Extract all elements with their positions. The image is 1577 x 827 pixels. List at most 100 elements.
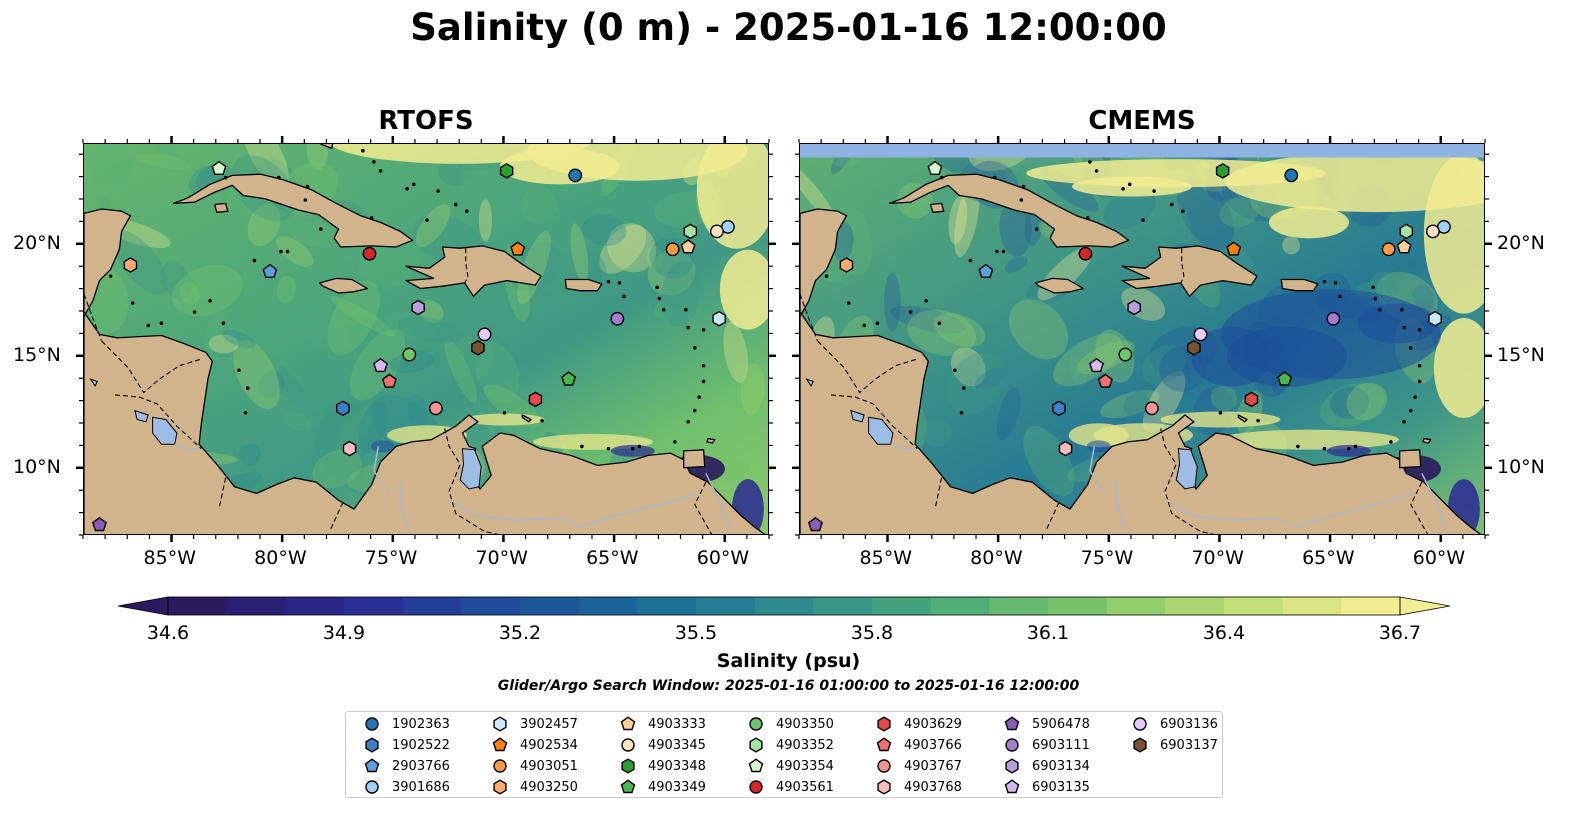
legend-marker-3902457 xyxy=(493,716,507,732)
cmems-nodata-band xyxy=(800,144,1484,158)
colorbar-segment xyxy=(168,597,228,615)
float-marker-5906478 xyxy=(91,516,107,532)
legend-marker-6903135 xyxy=(1004,779,1020,794)
float-marker-4903766 xyxy=(1097,373,1113,388)
legend-item: 6903111 xyxy=(1004,735,1090,755)
legend-item: 6903134 xyxy=(1004,756,1090,776)
legend-label: 1902363 xyxy=(392,716,450,732)
float-marker-1902522 xyxy=(336,400,350,417)
colorbar-tick-label: 35.5 xyxy=(674,622,718,644)
legend-label: 4903767 xyxy=(904,758,962,774)
legend-marker-4903349 xyxy=(620,779,636,794)
float-marker-4903350 xyxy=(402,347,417,362)
legend-label: 4903629 xyxy=(904,716,962,732)
legend-item: 4903348 xyxy=(620,756,706,776)
legend-label: 3902457 xyxy=(520,716,578,732)
legend-label: 6903135 xyxy=(1032,779,1090,795)
legend-marker-4902534 xyxy=(492,737,508,752)
float-marker-5906478 xyxy=(807,516,823,532)
legend-label: 4903051 xyxy=(520,758,578,774)
float-marker-6903137 xyxy=(1187,339,1201,356)
panel-title-cmems: CMEMS xyxy=(1088,106,1196,136)
legend-label: 4903561 xyxy=(776,779,834,795)
legend-marker-4903051 xyxy=(493,759,507,773)
colorbar-tick-label: 36.4 xyxy=(1202,622,1246,644)
float-marker-3902457 xyxy=(1428,310,1442,327)
legend-item: 4903767 xyxy=(876,756,962,776)
legend-label: 4903345 xyxy=(648,737,706,753)
float-marker-6903134 xyxy=(411,299,425,316)
lon-tick-label: 85°W xyxy=(143,547,196,569)
lon-tick-label: 85°W xyxy=(859,547,912,569)
land-masses xyxy=(84,144,766,534)
legend-marker-5906478 xyxy=(1004,716,1020,731)
legend-item: 4903352 xyxy=(748,735,834,755)
legend-item: 4903333 xyxy=(620,714,706,734)
float-marker-4903629 xyxy=(528,391,543,408)
legend-label: 4903333 xyxy=(648,716,706,732)
legend-marker-6903111 xyxy=(1005,738,1019,752)
colorbar-segment xyxy=(344,597,404,615)
legend-marker-3901686 xyxy=(365,780,379,794)
lat-tick-label: 20°N xyxy=(1497,231,1545,254)
colorbar-title: Salinity (psu) xyxy=(716,650,861,672)
float-marker-6903111 xyxy=(1326,311,1341,326)
legend-item: 5906478 xyxy=(1004,714,1090,734)
colorbar-tick-label: 34.6 xyxy=(146,622,190,644)
float-marker-4903345 xyxy=(1425,224,1440,239)
float-marker-6903136 xyxy=(1193,327,1208,342)
float-marker-1902363 xyxy=(1284,168,1299,183)
legend-item: 4902534 xyxy=(492,735,578,755)
float-marker-4903766 xyxy=(381,373,397,388)
float-marker-4903768 xyxy=(342,440,357,457)
legend-label: 2903766 xyxy=(392,758,450,774)
legend-item: 6903137 xyxy=(1132,735,1218,755)
colorbar-segment xyxy=(520,597,580,615)
colorbar-segment xyxy=(696,597,756,615)
colorbar-segment xyxy=(989,597,1049,615)
search-window-subtitle: Glider/Argo Search Window: 2025-01-16 01… xyxy=(497,678,1080,694)
float-marker-4903348 xyxy=(1215,163,1230,179)
legend-item: 4903345 xyxy=(620,735,706,755)
lon-tick-label: 80°W xyxy=(254,547,307,569)
colorbar-segment xyxy=(1165,597,1225,615)
float-marker-4903352 xyxy=(683,223,698,240)
legend-label: 4903350 xyxy=(776,716,834,732)
legend-marker-4903561 xyxy=(749,780,763,794)
colorbar-tick-label: 35.8 xyxy=(850,622,894,644)
legend-marker-4903354 xyxy=(748,758,764,773)
colorbar-tick-label: 34.9 xyxy=(322,622,366,644)
legend-label: 6903111 xyxy=(1032,737,1090,753)
float-marker-2903766 xyxy=(262,263,278,279)
figure-title: Salinity (0 m) - 2025-01-16 12:00:00 xyxy=(410,6,1167,49)
colorbar-segment xyxy=(872,597,932,615)
float-marker-4903354 xyxy=(927,160,943,175)
float-marker-4903352 xyxy=(1399,223,1414,240)
float-marker-4903348 xyxy=(499,163,514,179)
float-marker-4903051 xyxy=(1381,242,1396,257)
colorbar-segment xyxy=(754,597,814,615)
legend-marker-1902522 xyxy=(365,737,379,753)
legend-marker-4903768 xyxy=(877,779,891,795)
legend-label: 4903768 xyxy=(904,779,962,795)
colorbar-tick-label: 36.1 xyxy=(1026,622,1070,644)
legend-marker-4903350 xyxy=(749,717,763,731)
colorbar-segment xyxy=(578,597,638,615)
float-marker-6903111 xyxy=(610,311,625,326)
legend-marker-6903137 xyxy=(1133,737,1147,753)
legend-marker-4903333 xyxy=(620,716,636,731)
float-legend: 1902363 1902522 2903766 3901686 3902457 49025… xyxy=(345,711,1223,798)
legend-label: 4902534 xyxy=(520,737,578,753)
float-marker-3902457 xyxy=(712,310,726,327)
legend-marker-4903352 xyxy=(749,737,763,753)
lon-tick-label: 70°W xyxy=(475,547,528,569)
legend-label: 4903348 xyxy=(648,758,706,774)
float-marker-4903333 xyxy=(680,239,696,254)
legend-marker-4903250 xyxy=(493,779,507,795)
colorbar-tick-label: 36.7 xyxy=(1378,622,1422,644)
legend-item: 4903629 xyxy=(876,714,962,734)
float-marker-4903768 xyxy=(1058,440,1073,457)
float-marker-4903345 xyxy=(709,224,724,239)
legend-marker-6903134 xyxy=(1005,758,1019,774)
